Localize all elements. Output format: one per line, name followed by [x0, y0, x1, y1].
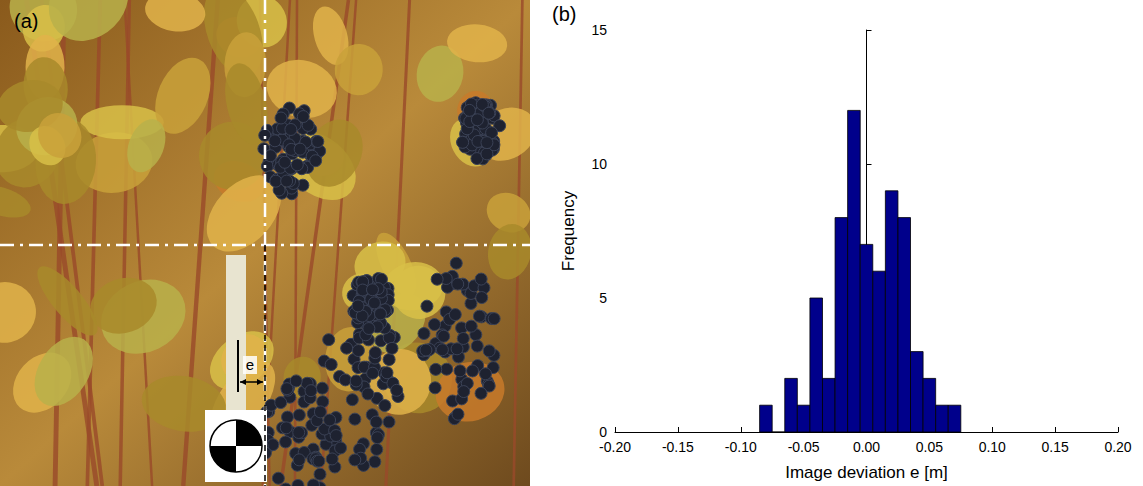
svg-text:Image deviation e [m]: Image deviation e [m]	[785, 463, 948, 482]
svg-text:5: 5	[599, 290, 607, 306]
svg-text:e: e	[246, 356, 254, 373]
svg-text:0: 0	[599, 424, 607, 440]
svg-text:0.20: 0.20	[1104, 439, 1131, 455]
svg-text:-0.10: -0.10	[725, 439, 757, 455]
svg-text:-0.15: -0.15	[662, 439, 694, 455]
svg-text:0.00: 0.00	[853, 439, 880, 455]
svg-text:15: 15	[591, 22, 607, 38]
svg-text:0.10: 0.10	[979, 439, 1006, 455]
svg-text:(a): (a)	[14, 10, 38, 32]
svg-text:(b): (b)	[552, 3, 576, 25]
svg-text:10: 10	[591, 156, 607, 172]
svg-text:0.05: 0.05	[916, 439, 943, 455]
svg-text:-0.20: -0.20	[599, 439, 631, 455]
svg-text:Frequency: Frequency	[559, 190, 578, 271]
svg-text:-0.05: -0.05	[788, 439, 820, 455]
svg-text:0.15: 0.15	[1042, 439, 1069, 455]
